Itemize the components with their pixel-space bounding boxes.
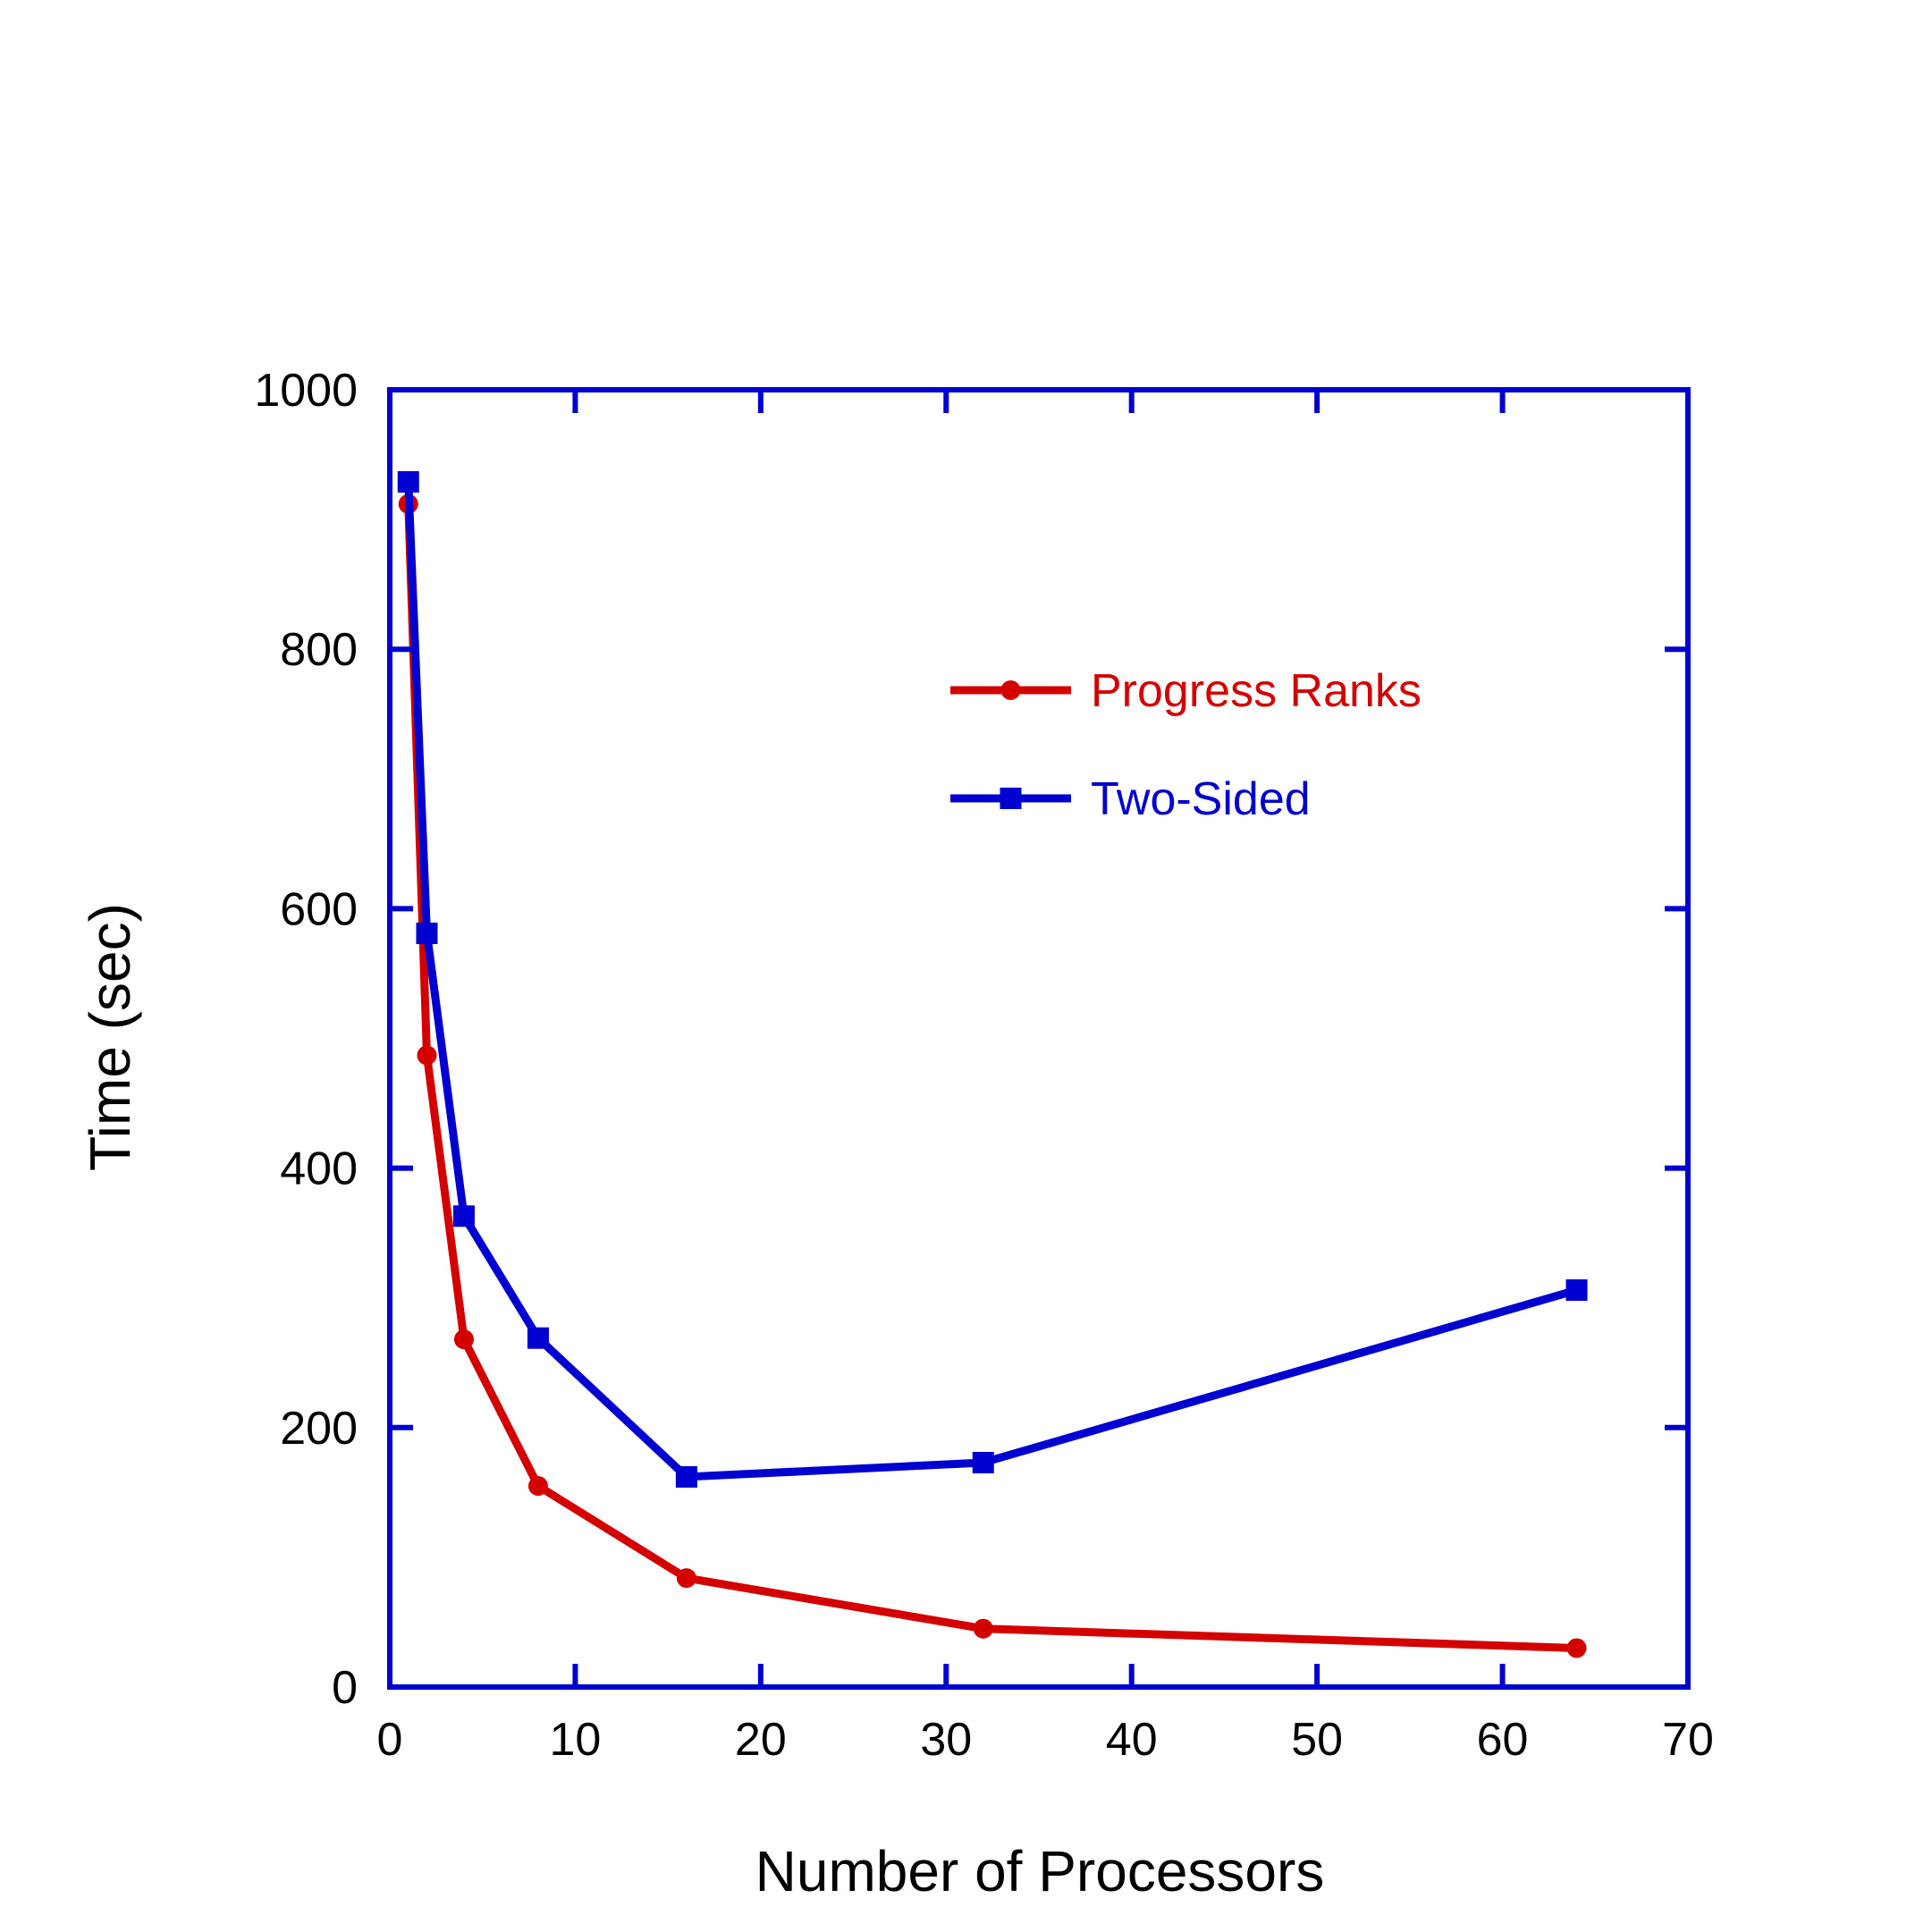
point-two-sided-8 (527, 1327, 549, 1349)
legend: Progress Ranks Two-Sided (950, 665, 1422, 825)
x-tick-label-10: 10 (550, 1714, 602, 1766)
y-tick-label-1000: 1000 (254, 365, 358, 417)
point-two-sided-64 (1565, 1278, 1588, 1301)
legend-label-two-sided: Two-Sided (1091, 773, 1311, 825)
point-progress-ranks-64 (1566, 1638, 1587, 1658)
point-two-sided-2 (416, 922, 438, 944)
point-progress-ranks-4 (453, 1329, 474, 1350)
point-progress-ranks-2 (417, 1045, 437, 1066)
point-two-sided-4 (452, 1205, 475, 1228)
x-axis-title: Number of Processors (755, 1839, 1325, 1903)
plot-frame (387, 387, 1691, 1690)
point-two-sided-1 (397, 471, 419, 494)
series-layer (397, 471, 1588, 1658)
x-tick-label-30: 30 (920, 1714, 972, 1766)
ticks-layer: 0 10 20 30 40 50 60 70 0 200 400 600 800 1000 (254, 365, 1714, 1766)
series-line-two-sided (404, 481, 1578, 1481)
y-tick-label-200: 200 (280, 1403, 358, 1455)
y-axis-title: Time (sec) (78, 903, 142, 1171)
legend-marker-progress-ranks (1000, 680, 1021, 700)
point-progress-ranks-8 (527, 1476, 548, 1497)
legend-marker-two-sided (1000, 788, 1022, 809)
point-progress-ranks-32 (973, 1618, 993, 1639)
y-tick-label-800: 800 (280, 624, 358, 676)
x-tick-label-0: 0 (377, 1714, 403, 1766)
x-tick-label-20: 20 (735, 1714, 787, 1766)
x-tick-label-60: 60 (1477, 1714, 1529, 1766)
y-tick-label-600: 600 (280, 883, 358, 935)
x-tick-label-50: 50 (1291, 1714, 1343, 1766)
point-two-sided-16 (675, 1465, 697, 1488)
x-tick-label-70: 70 (1662, 1714, 1714, 1766)
point-progress-ranks-16 (676, 1568, 696, 1589)
x-tick-label-40: 40 (1106, 1714, 1158, 1766)
y-tick-label-400: 400 (280, 1143, 358, 1195)
y-tick-label-0: 0 (332, 1662, 358, 1714)
point-two-sided-32 (972, 1451, 994, 1473)
legend-label-progress-ranks: Progress Ranks (1091, 665, 1422, 717)
